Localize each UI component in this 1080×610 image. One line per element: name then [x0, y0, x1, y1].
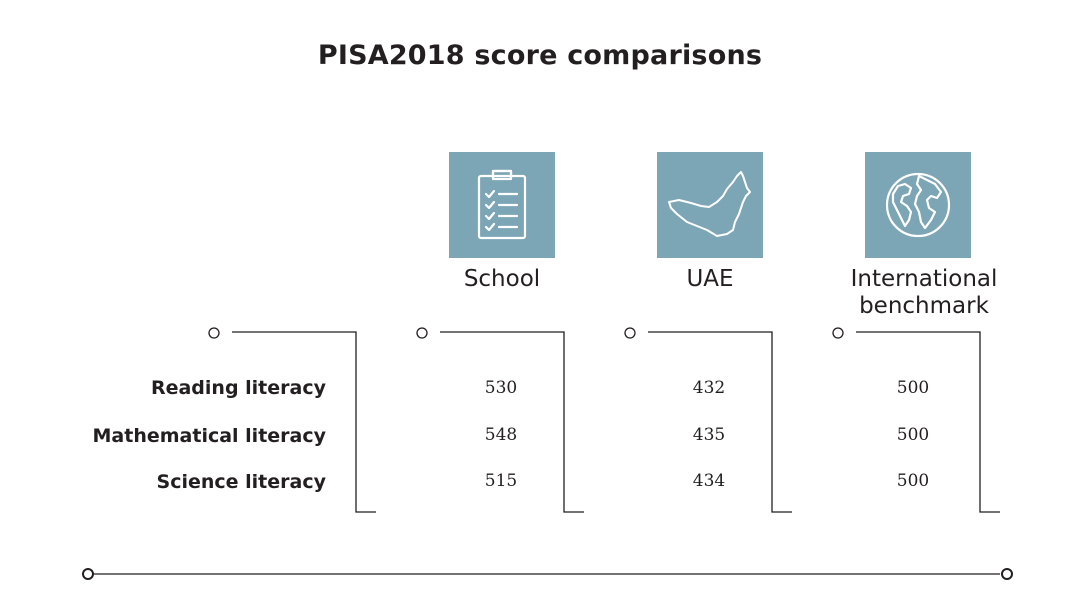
bracket-start-dot — [416, 327, 428, 339]
column-label-line: benchmark — [859, 293, 989, 319]
column-label-uae: UAE — [620, 266, 800, 293]
row-label-mathematical: Mathematical literacy — [92, 425, 326, 447]
column-label-line: School — [463, 266, 541, 292]
value-science-school: 515 — [484, 471, 518, 491]
value-science-international: 500 — [896, 471, 930, 491]
baseline-left-dot — [82, 568, 94, 580]
globe-icon — [865, 152, 971, 258]
column-label-school: School — [412, 266, 592, 293]
uae-map-icon — [657, 152, 763, 258]
bracket-line — [856, 331, 1000, 513]
row-label-science: Science literacy — [156, 471, 326, 493]
value-reading-uae: 432 — [692, 378, 726, 398]
column-label-international-benchmark: International benchmark — [834, 266, 1014, 320]
bracket-line — [648, 331, 792, 513]
value-science-uae: 434 — [692, 471, 726, 491]
bracket-line — [232, 331, 376, 513]
bracket-start-dot — [624, 327, 636, 339]
column-label-line: International — [850, 266, 998, 292]
bracket-line — [440, 331, 584, 513]
value-math-international: 500 — [896, 425, 930, 445]
bracket-start-dot — [832, 327, 844, 339]
value-reading-school: 530 — [484, 378, 518, 398]
baseline-right-dot — [1001, 568, 1013, 580]
value-math-uae: 435 — [692, 425, 726, 445]
row-label-reading: Reading literacy — [150, 377, 326, 399]
value-math-school: 548 — [484, 425, 518, 445]
diagram-title: PISA2018 score comparisons — [317, 40, 763, 71]
value-reading-international: 500 — [896, 378, 930, 398]
bracket-start-dot — [208, 327, 220, 339]
clipboard-checklist-icon — [449, 152, 555, 258]
column-label-line: UAE — [686, 266, 734, 292]
